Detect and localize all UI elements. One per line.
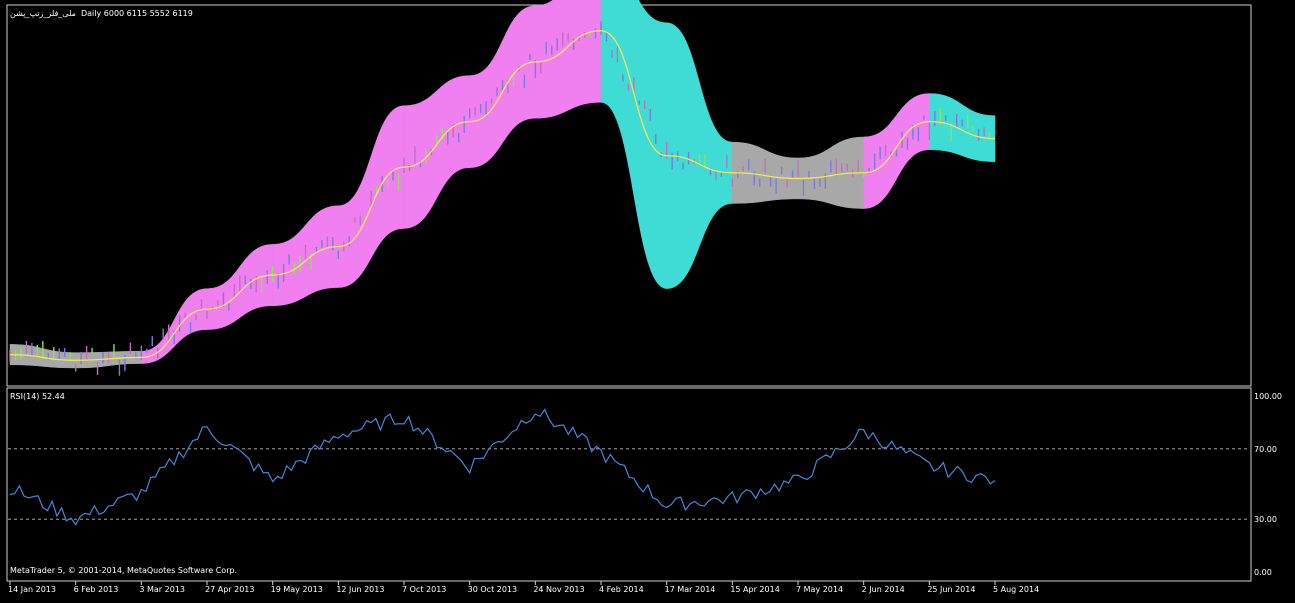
x-tick-label: 19 May 2013 [271,585,323,594]
rsi-level-label: 70.00 [1254,445,1277,454]
band-segment [403,75,470,229]
band-segment [141,288,208,364]
rsi-level-label: 0.00 [1254,568,1272,577]
x-tick-label: 25 Jun 2014 [927,585,975,594]
price-header: ملی_فلز_زتپ_پشن Daily 6000 6115 5552 611… [10,9,193,18]
x-axis-labels: 14 Jan 2013 6 Feb 2013 3 Mar 2013 27 Apr 20… [8,581,1039,594]
x-tick-label: 24 Nov 2013 [533,585,584,594]
x-tick-label: 7 Oct 2013 [402,585,446,594]
price-ticks [9,21,991,376]
rsi-panel-frame [6,387,1252,582]
x-tick-label: 5 Aug 2014 [993,585,1039,594]
rsi-series [8,408,1250,526]
x-tick-label: 15 Apr 2014 [730,585,779,594]
ohlc-info: Daily 6000 6115 5552 6119 [80,9,193,18]
x-tick-label: 4 Feb 2014 [599,585,644,594]
x-tick-label: 6 Feb 2013 [74,585,119,594]
rsi-level-label: 30.00 [1254,515,1277,524]
ma-line [9,30,996,361]
band-segment [929,93,996,162]
x-tick-label: 27 Apr 2013 [205,585,254,594]
x-tick-label: 2 Jun 2014 [862,585,905,594]
x-tick-label: 7 May 2014 [796,585,843,594]
copyright: MetaTrader 5, © 2001-2014, MetaQuotes So… [10,566,238,575]
band-segment [600,0,667,289]
price-bands [9,0,996,369]
moving-average [9,30,996,361]
band-segment [535,0,602,119]
rsi-line [9,408,996,526]
x-tick-label: 17 Mar 2014 [665,585,716,594]
rsi-label: RSI(14) 52.44 [10,392,65,401]
x-tick-label: 14 Jan 2013 [8,585,56,594]
x-tick-label: 30 Oct 2013 [468,585,517,594]
x-tick-label: 12 Jun 2013 [336,585,384,594]
rsi-level-label: 100.00 [1254,392,1282,401]
rsi-y-levels: 100.00 70.00 30.00 0.00 [1254,392,1282,577]
symbol-name: ملی_فلز_زتپ_پشن [10,9,76,18]
x-tick-label: 3 Mar 2013 [139,585,185,594]
